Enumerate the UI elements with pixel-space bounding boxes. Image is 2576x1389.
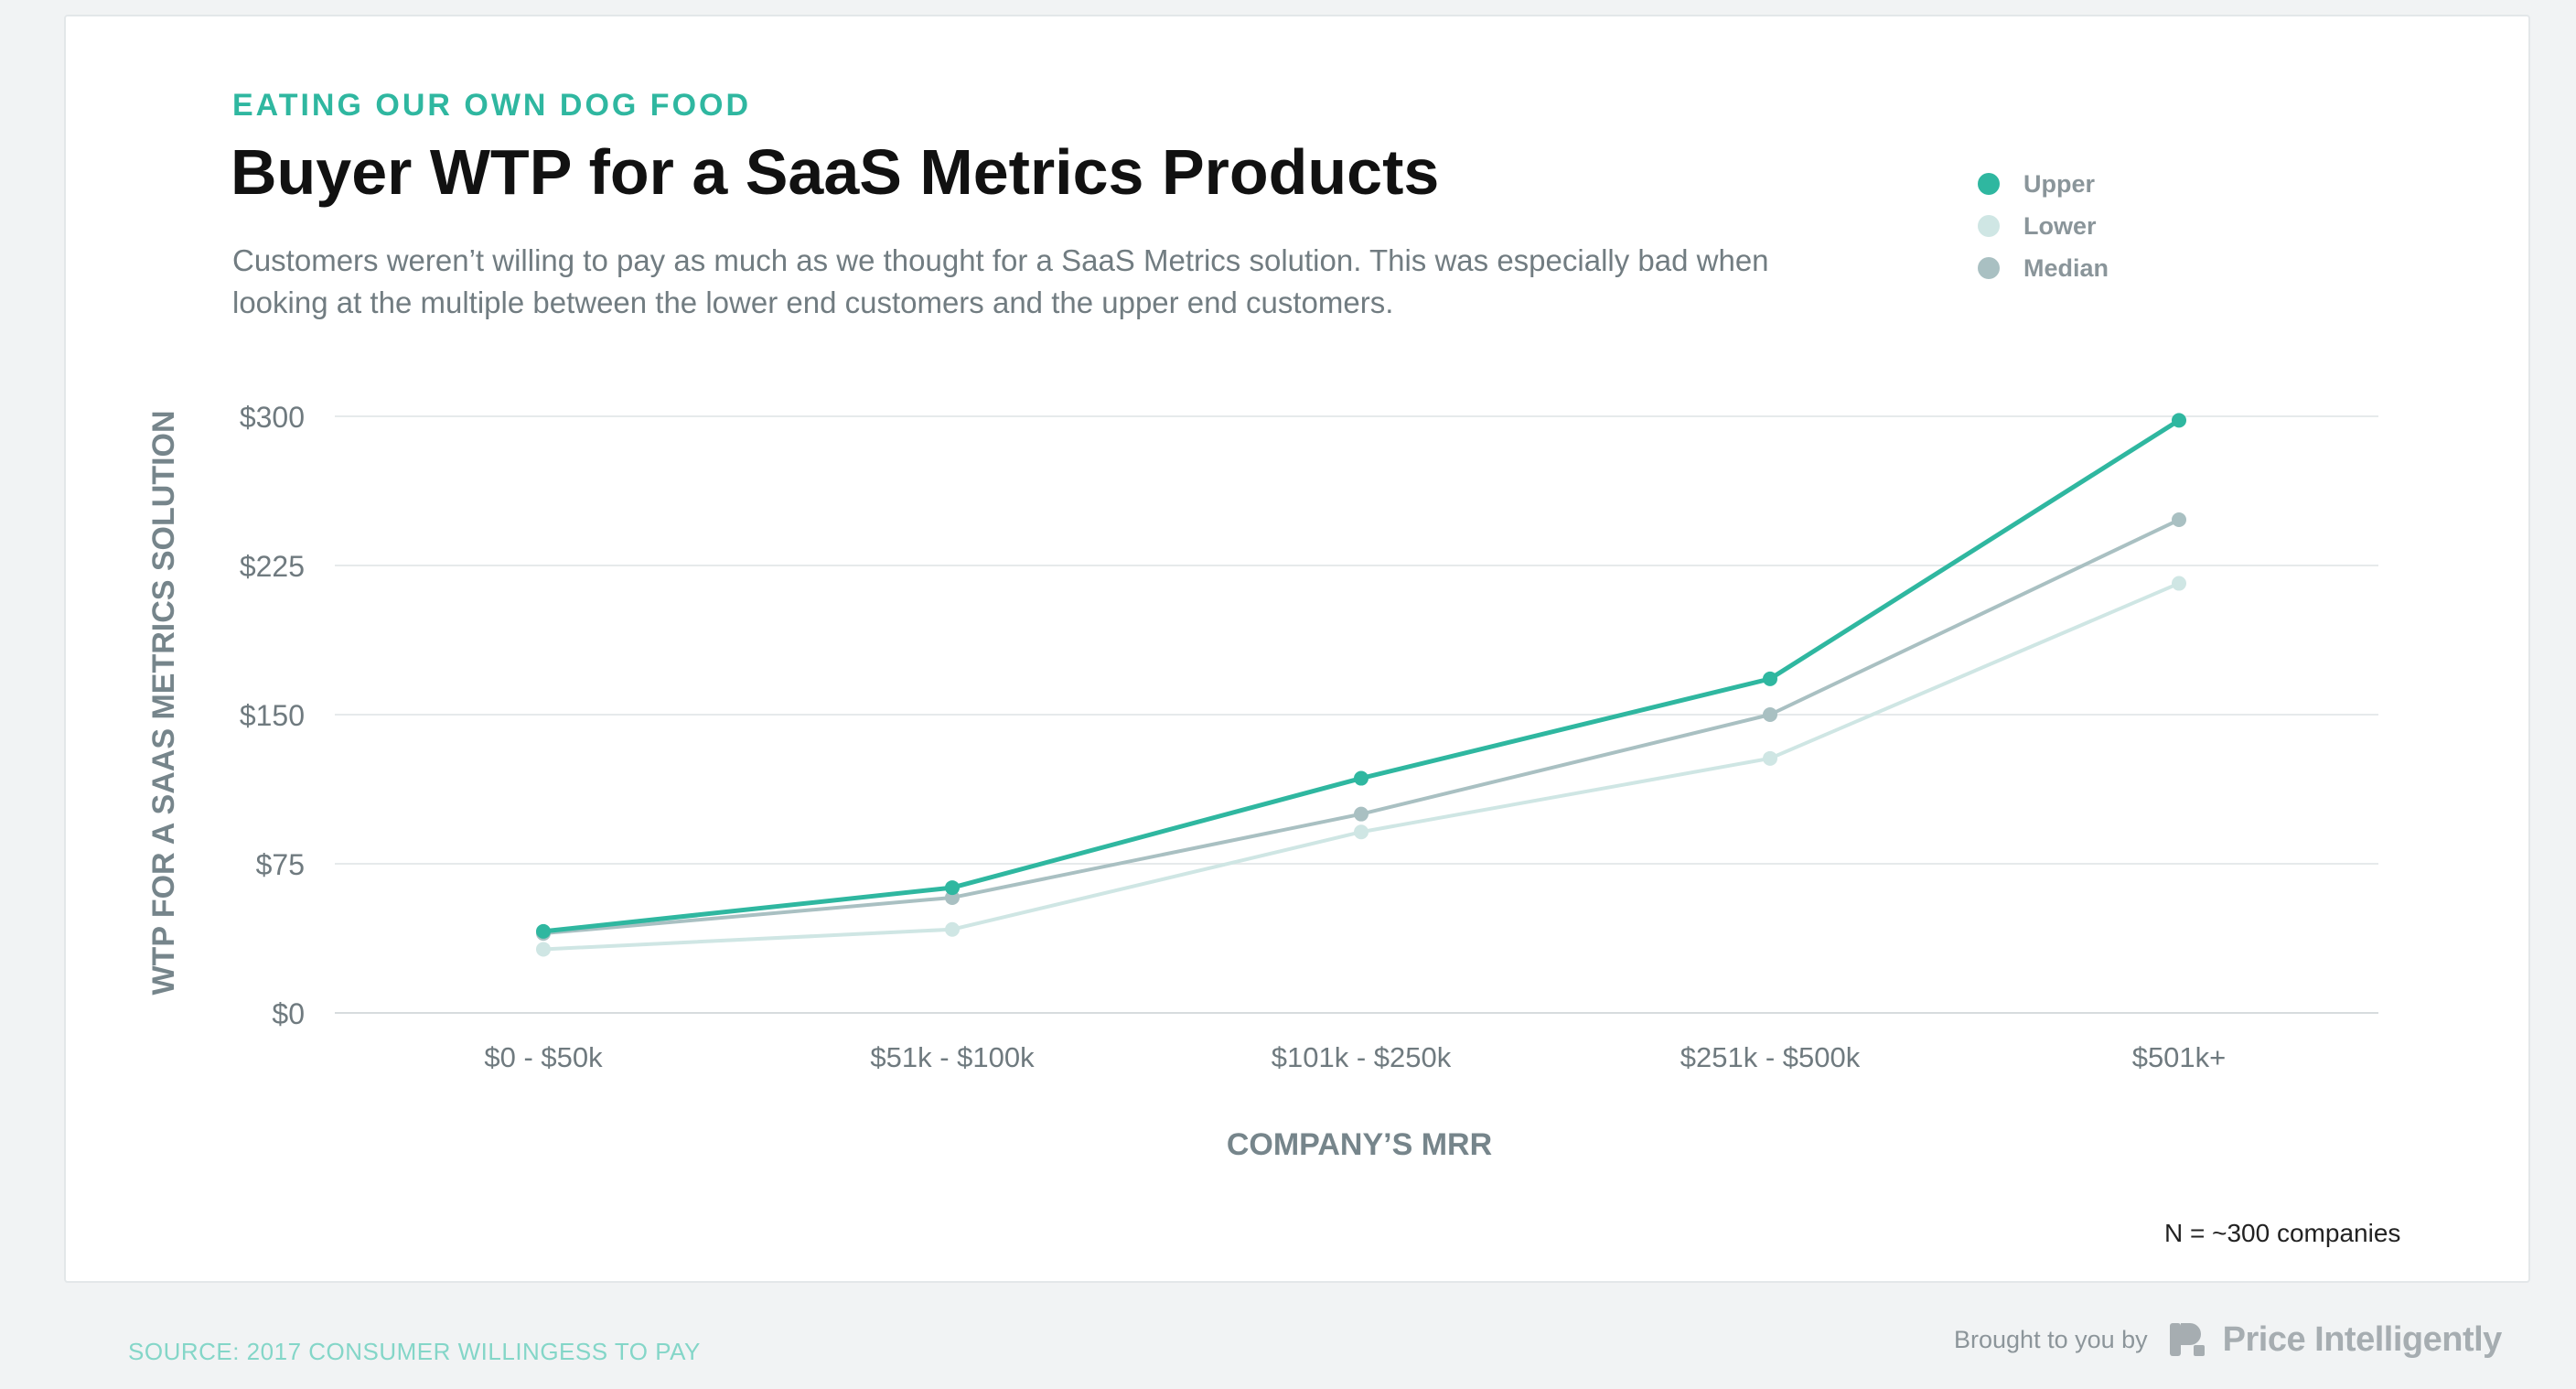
x-tick-label: $101k - $250k <box>1272 1041 1452 1073</box>
legend-label-upper: Upper <box>2023 169 2096 198</box>
series-line-median <box>542 518 2181 936</box>
price-intelligently-logo-icon <box>2169 1323 2205 1356</box>
line-chart: $0$75$150$225$300 $0 - $50k $51k - $100k $… <box>146 401 2378 1162</box>
sample-size-note: N = ~300 companies <box>2164 1219 2401 1247</box>
data-point-lower <box>1763 750 1777 766</box>
legend-dot-lower <box>1978 215 2000 237</box>
eyebrow-label: EATING OUR OWN DOG FOOD <box>232 88 752 123</box>
data-point-upper <box>1763 671 1777 686</box>
data-point-upper <box>2172 413 2186 428</box>
y-tick-labels: $0 $75 $150 $225 $300 <box>240 401 305 1030</box>
chart-title: Buyer WTP for a SaaS Metrics Products <box>231 136 1440 208</box>
y-tick-label: $300 <box>240 401 305 434</box>
legend-item-upper: Upper <box>1978 163 2109 205</box>
legend: Upper Lower Median <box>1978 163 2109 289</box>
brand-name: Price Intelligently <box>2222 1319 2503 1359</box>
data-point-upper <box>536 923 551 939</box>
brand-credit: Brought to you by Price Intelligently <box>1954 1318 2502 1362</box>
y-tick-label: $75 <box>256 848 305 881</box>
data-point-lower <box>1354 824 1368 840</box>
legend-label-lower: Lower <box>2023 211 2097 240</box>
y-tick-label: $0 <box>272 997 305 1030</box>
brought-by-label: Brought to you by <box>1954 1325 2148 1353</box>
legend-item-lower: Lower <box>1978 205 2109 247</box>
source-note: SOURCE: 2017 CONSUMER WILLINGESS TO PAY <box>128 1338 701 1365</box>
y-axis-title: WTP FOR A SAAS METRICS SOLUTION <box>146 410 181 995</box>
data-point-upper <box>1354 770 1368 786</box>
x-tick-label: $51k - $100k <box>870 1041 1035 1073</box>
y-tick-label: $225 <box>240 550 305 583</box>
series-line-upper <box>541 417 2182 934</box>
data-point-median <box>1354 806 1368 822</box>
legend-dot-upper <box>1978 173 2000 195</box>
data-point-upper <box>945 880 960 896</box>
data-point-lower <box>536 942 551 957</box>
x-tick-label: $501k+ <box>2132 1041 2227 1073</box>
data-point-lower <box>2172 576 2186 591</box>
y-tick-label: $150 <box>240 699 305 732</box>
data-point-median <box>2172 512 2186 528</box>
x-tick-label: $0 - $50k <box>484 1041 603 1073</box>
x-tick-label: $251k - $500k <box>1680 1041 1861 1073</box>
x-tick-labels: $0 - $50k $51k - $100k $101k - $250k $251k … <box>484 1041 2226 1073</box>
legend-dot-median <box>1978 257 2000 279</box>
grid-layer <box>335 415 2378 1014</box>
series-layer <box>536 413 2186 957</box>
data-point-median <box>1763 707 1777 722</box>
data-point-lower <box>945 921 960 937</box>
chart-subtitle: Customers weren’t willing to pay as much… <box>232 243 1769 319</box>
chart-card <box>64 15 2530 1283</box>
legend-label-median: Median <box>2023 253 2109 282</box>
legend-item-median: Median <box>1978 247 2109 289</box>
x-axis-title: COMPANY’S MRR <box>1227 1127 1492 1162</box>
